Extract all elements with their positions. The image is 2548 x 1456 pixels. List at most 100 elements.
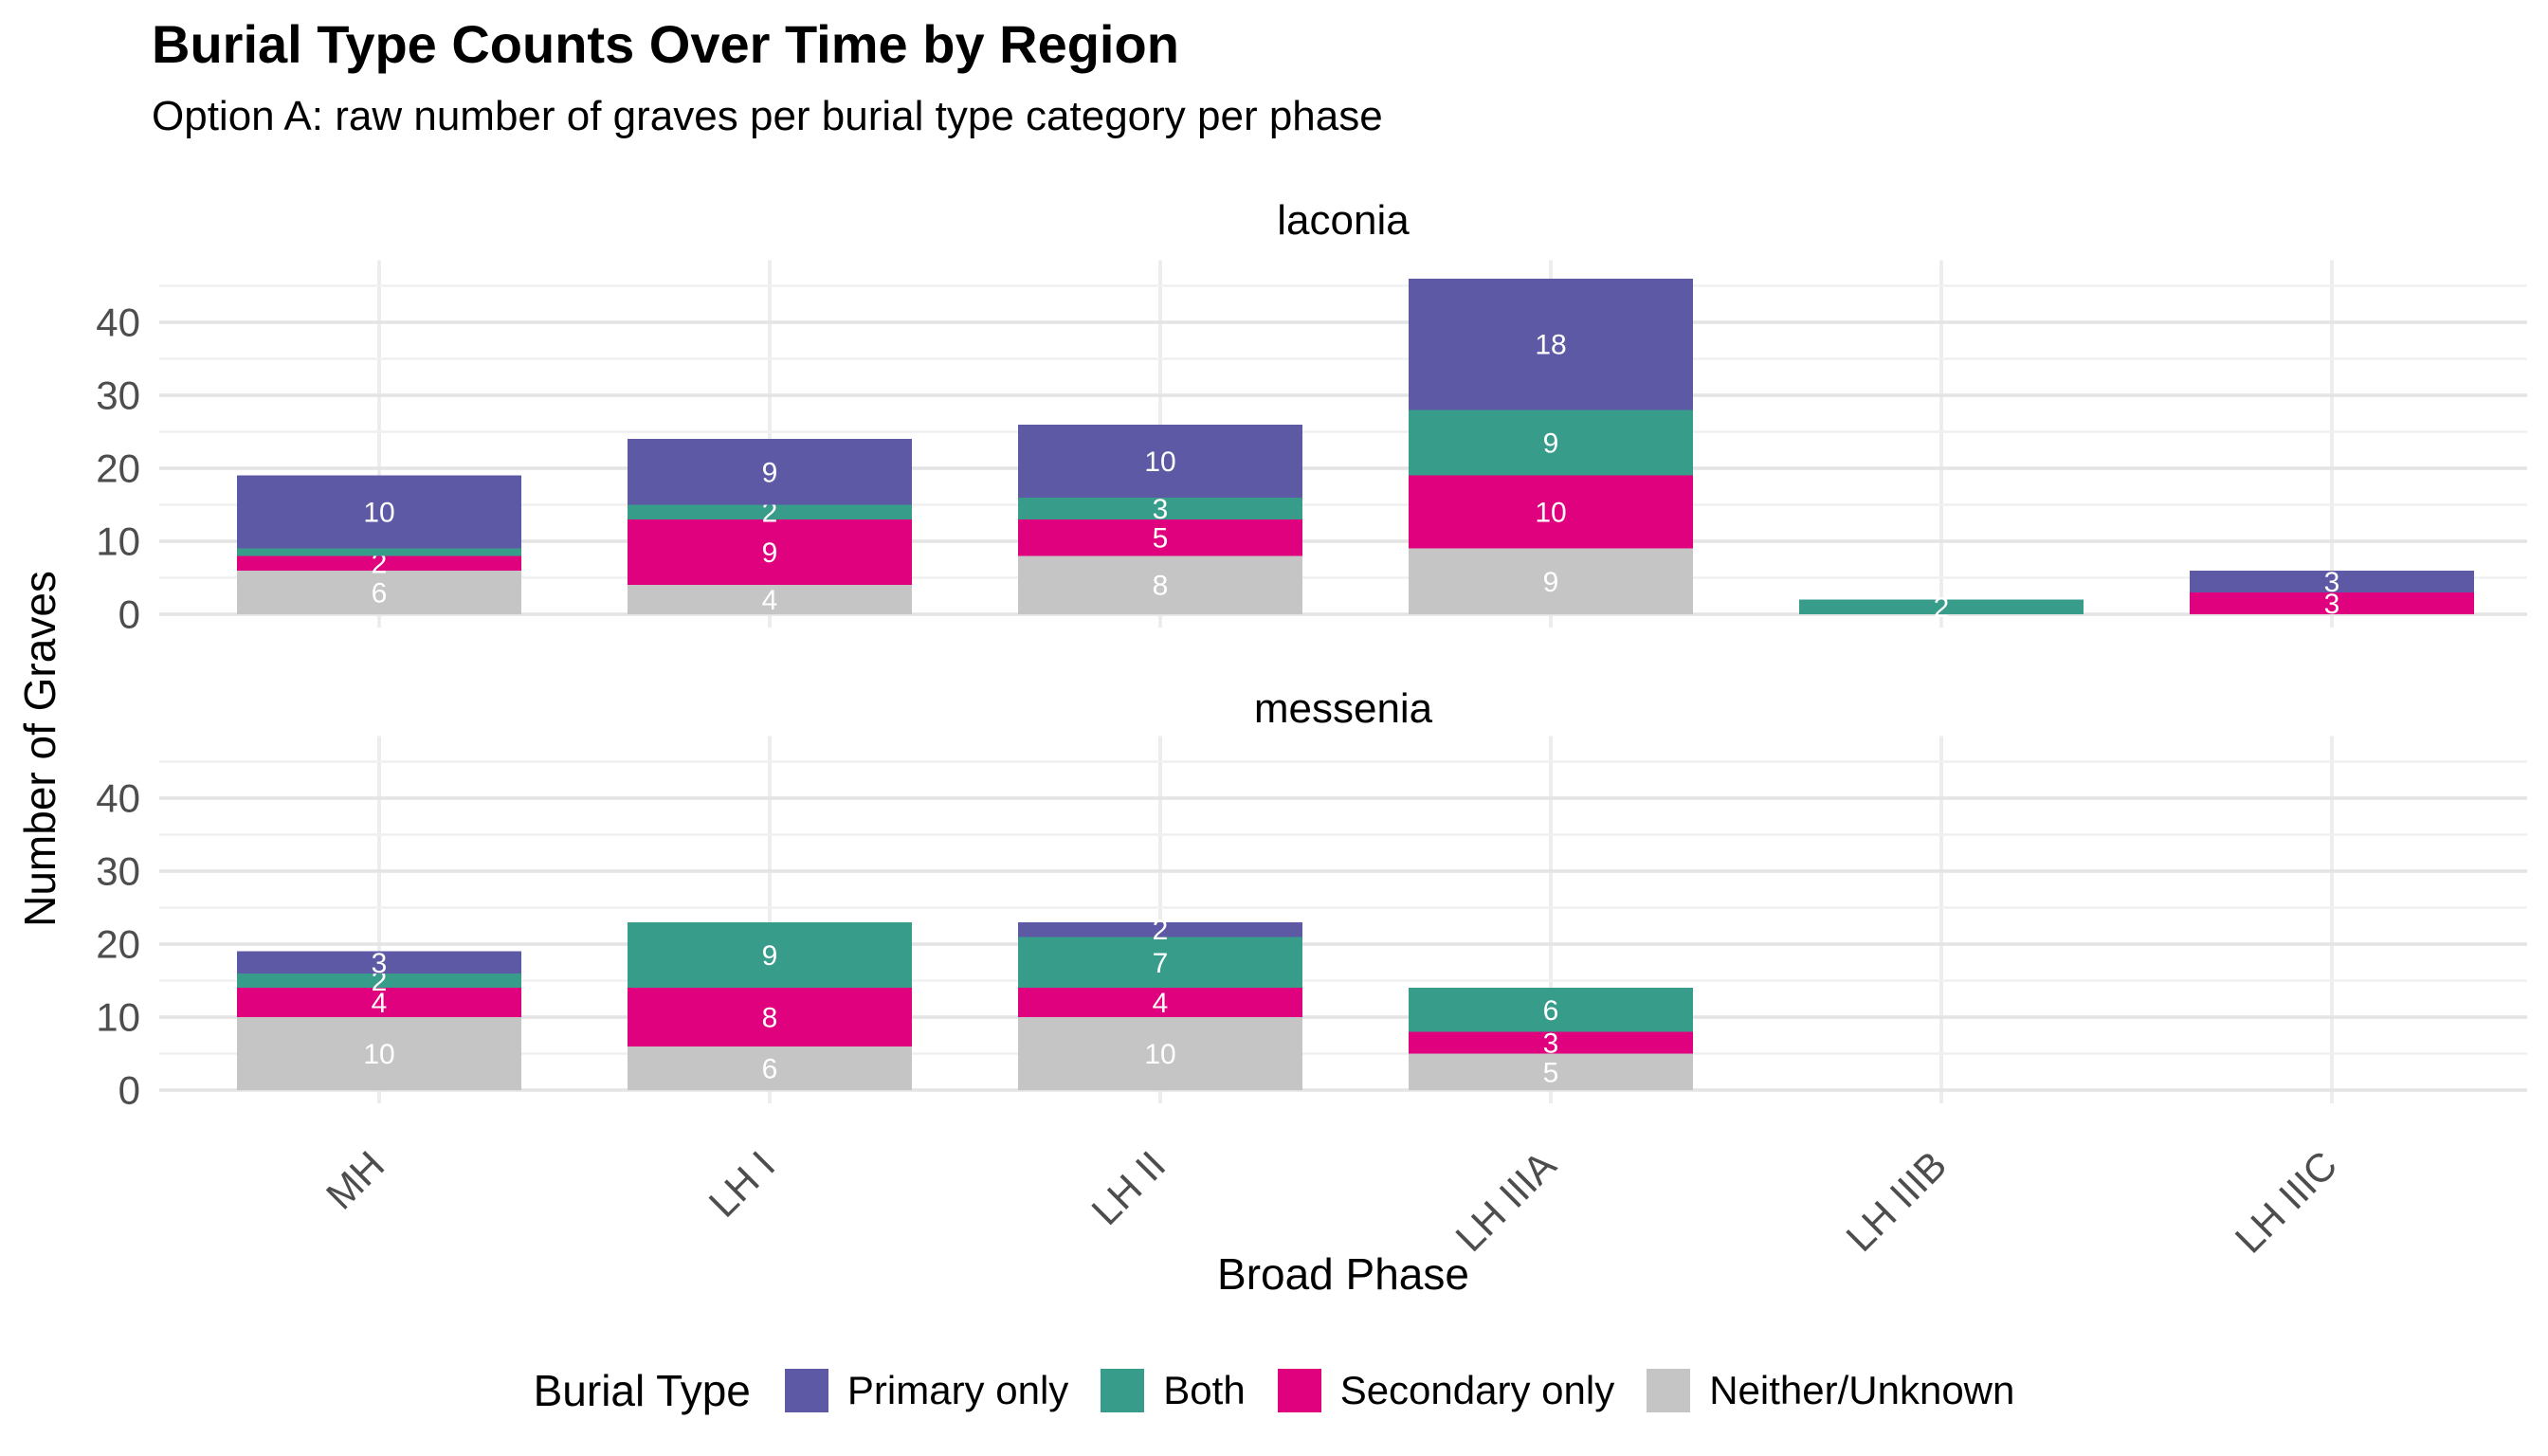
bar-value-label: 10: [1535, 498, 1566, 529]
bar-segment: [1409, 548, 1693, 614]
bar-segment: [1018, 497, 1302, 519]
bar-segment: [237, 570, 521, 614]
legend-item: Both: [1101, 1368, 1246, 1413]
bar-segment: [237, 555, 521, 571]
bar-segment: [237, 1017, 521, 1090]
bar-segment: [628, 504, 912, 519]
bar-segment: [1409, 410, 1693, 476]
legend-label: Both: [1163, 1368, 1246, 1412]
bar-value-label: 2: [372, 966, 388, 997]
x-tick-label: LH IIIA: [1447, 1142, 1564, 1260]
bar-segment: [237, 951, 521, 974]
bar-value-label: 4: [372, 988, 388, 1019]
bar-value-label: 10: [363, 498, 394, 529]
legend-item: Secondary only: [1277, 1368, 1615, 1413]
y-tick-label: 20: [96, 922, 140, 967]
bar-segment: [1018, 555, 1302, 614]
bar-value-label: 5: [1543, 1057, 1559, 1088]
bar-segment: [628, 585, 912, 614]
bar-segment: [628, 988, 912, 1046]
legend-label: Primary only: [846, 1368, 1069, 1412]
bar-value-label: 9: [762, 457, 778, 488]
x-tick-label: LH IIIB: [1837, 1142, 1955, 1260]
bar-segment: [237, 548, 521, 556]
bar-segment: [1409, 278, 1693, 410]
y-tick-label: 0: [118, 592, 140, 637]
bar-value-label: 3: [2324, 567, 2340, 598]
bar-value-label: 8: [1153, 571, 1169, 602]
y-tick-label: 40: [96, 776, 140, 821]
bar-value-label: 9: [762, 537, 778, 569]
x-tick-label: LH II: [1083, 1142, 1174, 1233]
bar-segment: [2190, 570, 2474, 592]
bar-value-label: 10: [363, 1039, 394, 1070]
x-tick-label: LH I: [701, 1142, 784, 1226]
bar-segment: [1799, 599, 2084, 614]
chart-subtitle: Option A: raw number of graves per buria…: [152, 93, 1383, 139]
bar-value-label: 6: [372, 577, 388, 609]
bar-segment: [628, 439, 912, 505]
bar-value-label: 2: [1153, 915, 1169, 946]
bar-value-label: 9: [1543, 428, 1559, 460]
y-axis-title: Number of Graves: [15, 571, 64, 927]
bar-value-label: 3: [1153, 494, 1169, 525]
bar-value-label: 2: [762, 498, 778, 529]
y-tick-label: 30: [96, 849, 140, 894]
legend-item: Neither/Unknown: [1647, 1368, 2014, 1413]
bar-segment: [1018, 1017, 1302, 1090]
bar-value-label: 6: [762, 1053, 778, 1084]
legend-swatch: [784, 1369, 828, 1412]
bar-value-label: 10: [1144, 1039, 1175, 1070]
bar-value-label: 2: [1934, 592, 1950, 624]
legend-swatch: [1101, 1369, 1145, 1412]
bar-value-label: 9: [1543, 567, 1559, 598]
legend-item: Primary only: [784, 1368, 1069, 1413]
bar-value-label: 4: [1153, 988, 1169, 1019]
bar-segment: [2190, 592, 2474, 614]
bar-value-label: 9: [762, 940, 778, 972]
bar-segment: [237, 988, 521, 1017]
bar-segment: [1018, 921, 1302, 937]
bar-value-label: 3: [2324, 589, 2340, 620]
facet-label: messenia: [1254, 685, 1433, 732]
legend-swatch: [1277, 1369, 1321, 1412]
bar-value-label: 3: [1543, 1028, 1559, 1059]
legend-label: Secondary only: [1339, 1368, 1615, 1412]
bar-segment: [1018, 519, 1302, 556]
bar-value-label: 6: [1543, 995, 1559, 1027]
y-tick-label: 20: [96, 446, 140, 491]
legend-items: Primary only Both Secondary only Neither/Un…: [784, 1368, 2014, 1413]
bar-value-label: 8: [762, 1003, 778, 1034]
x-tick-label: MH: [318, 1142, 392, 1217]
y-tick-label: 10: [96, 519, 140, 564]
facet-label: laconia: [1277, 197, 1410, 244]
bar-segment: [1409, 475, 1693, 549]
legend-title: Burial Type: [533, 1366, 751, 1415]
bar-value-label: 5: [1153, 523, 1169, 555]
bar-value-label: 10: [1144, 446, 1175, 478]
bar-segment: [1409, 1031, 1693, 1054]
bar-value-label: 4: [762, 585, 778, 616]
bar-value-label: 7: [1153, 948, 1169, 979]
bar-segment: [628, 921, 912, 989]
bar-value-label: 18: [1535, 330, 1566, 361]
x-axis-title: Broad Phase: [1217, 1249, 1469, 1299]
bar-segment: [1018, 937, 1302, 989]
legend-label: Neither/Unknown: [1709, 1368, 2015, 1412]
legend-swatch: [1647, 1369, 1691, 1412]
bar-value-label: 3: [372, 948, 388, 979]
bar-segment: [628, 1046, 912, 1090]
bar-segment: [628, 519, 912, 586]
y-tick-label: 30: [96, 373, 140, 418]
y-tick-label: 0: [118, 1068, 140, 1113]
legend: Burial Type Primary only Both Secondary on…: [0, 1365, 2548, 1416]
y-tick-label: 40: [96, 300, 140, 345]
bar-segment: [1018, 988, 1302, 1017]
chart-title: Burial Type Counts Over Time by Region: [152, 14, 1179, 74]
bar-segment: [237, 973, 521, 989]
bar-segment: [1018, 424, 1302, 498]
bar-segment: [1409, 988, 1693, 1032]
bar-segment: [237, 475, 521, 549]
